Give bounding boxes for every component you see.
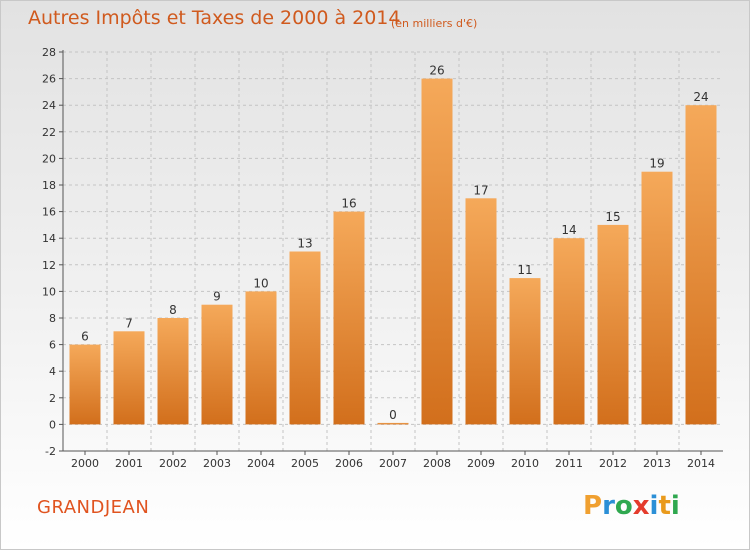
y-tick-label: 0 <box>49 418 56 431</box>
x-tick-label-2005: 2005 <box>291 457 319 470</box>
y-tick-label: 26 <box>42 73 56 86</box>
y-tick-label: 2 <box>49 392 56 405</box>
proxiti-logo[interactable]: Proxiti <box>583 491 680 521</box>
y-tick-label: 20 <box>42 152 56 165</box>
chart-title: Autres Impôts et Taxes de 2000 à 2014 <box>28 7 401 29</box>
data-label-2007: 0 <box>389 408 397 422</box>
y-tick-label: 18 <box>42 179 56 192</box>
logo-letter: i <box>649 491 659 521</box>
logo-letter: i <box>670 491 680 521</box>
bar-2014 <box>685 105 717 425</box>
bar-2013 <box>641 171 673 425</box>
bar-2004 <box>245 291 277 425</box>
y-tick-label: 14 <box>42 232 56 245</box>
bar-2006 <box>333 211 365 425</box>
data-label-2004: 10 <box>253 276 268 290</box>
logo-letter: x <box>632 491 650 521</box>
data-label-2010: 11 <box>517 263 532 277</box>
logo-letter: P <box>583 491 603 521</box>
bar-2003 <box>201 304 233 425</box>
data-label-2002: 8 <box>169 303 177 317</box>
data-labels: 6 7 8 9 10 13 16 0 26 17 11 14 15 19 24 <box>81 64 708 422</box>
bar-2007 <box>377 422 409 425</box>
bar-2009 <box>465 198 497 425</box>
bar-2000 <box>69 344 101 425</box>
logo-letter: r <box>602 491 615 521</box>
data-label-2012: 15 <box>605 210 620 224</box>
bars <box>69 78 717 425</box>
x-tick-label-2013: 2013 <box>643 457 671 470</box>
x-tick-label-2004: 2004 <box>247 457 275 470</box>
bar-2008 <box>421 78 453 425</box>
bar-2011 <box>553 238 585 425</box>
y-tick-label: 4 <box>49 365 56 378</box>
data-label-2013: 19 <box>649 157 664 171</box>
bar-2005 <box>289 251 321 425</box>
x-tick-label-2006: 2006 <box>335 457 363 470</box>
y-tick-label: 12 <box>42 259 56 272</box>
x-tick-label-2008: 2008 <box>423 457 451 470</box>
x-tick-label-2001: 2001 <box>115 457 143 470</box>
bar-2010 <box>509 278 541 425</box>
y-tick-label: 16 <box>42 206 56 219</box>
data-label-2001: 7 <box>125 316 133 330</box>
commune-name: GRANDJEAN <box>37 497 150 518</box>
y-tick-label: 24 <box>42 99 56 112</box>
bar-2012 <box>597 224 629 425</box>
y-tick-label: 22 <box>42 126 56 139</box>
x-tick-label-2007: 2007 <box>379 457 407 470</box>
data-label-2011: 14 <box>561 223 576 237</box>
data-label-2008: 26 <box>429 64 444 78</box>
bar-2002 <box>157 318 189 425</box>
x-tick-label-2003: 2003 <box>203 457 231 470</box>
y-tick-label: 10 <box>42 285 56 298</box>
data-label-2014: 24 <box>693 90 708 104</box>
data-label-2006: 16 <box>341 197 356 211</box>
logo-letter: t <box>658 491 671 521</box>
data-label-2000: 6 <box>81 330 89 344</box>
x-tick-label-2014: 2014 <box>687 457 715 470</box>
bar-2001 <box>113 331 145 425</box>
x-tick-label-2009: 2009 <box>467 457 495 470</box>
x-tick-label-2010: 2010 <box>511 457 539 470</box>
grid-lines <box>63 51 723 452</box>
x-tick-label-2002: 2002 <box>159 457 187 470</box>
chart-unit: (en milliers d'€) <box>391 17 478 30</box>
y-tick-label: 28 <box>42 46 56 59</box>
y-tick-label: 6 <box>49 339 56 352</box>
logo-letter: o <box>614 491 633 521</box>
data-label-2009: 17 <box>473 183 488 197</box>
y-tick-label: -2 <box>45 445 56 458</box>
y-tick-label: 8 <box>49 312 56 325</box>
data-label-2003: 9 <box>213 290 221 304</box>
data-label-2005: 13 <box>297 237 312 251</box>
x-tick-label-2000: 2000 <box>71 457 99 470</box>
x-tick-label-2012: 2012 <box>599 457 627 470</box>
x-tick-label-2011: 2011 <box>555 457 583 470</box>
